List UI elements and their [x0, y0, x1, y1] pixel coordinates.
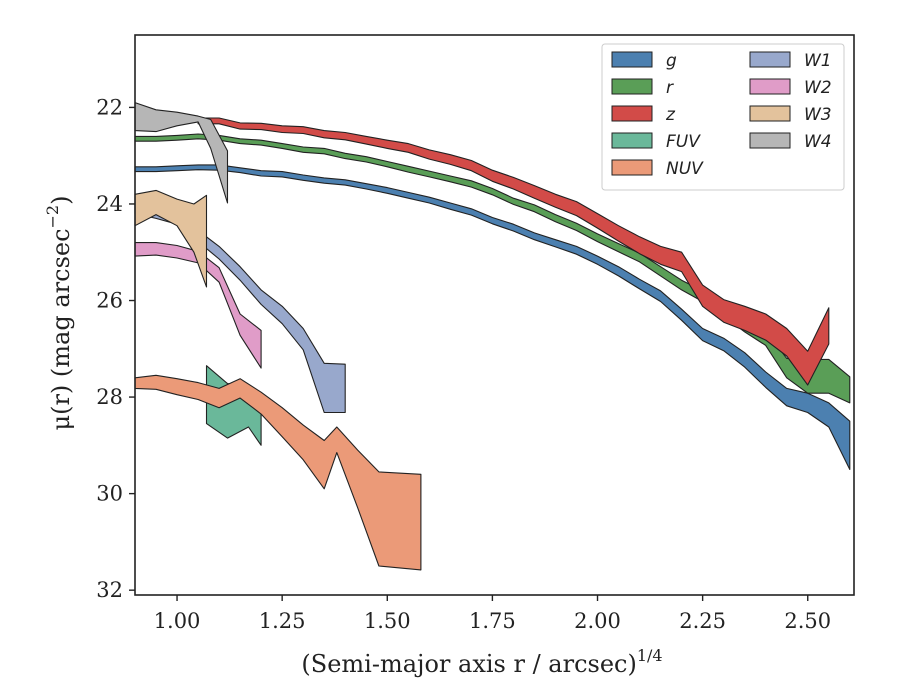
- legend-swatch: [611, 159, 653, 176]
- legend-item-w1: W1: [749, 51, 832, 71]
- band-w4: [134, 102, 229, 204]
- x-tick-label: 1.25: [259, 609, 306, 633]
- x-tick-label: 1.75: [469, 609, 516, 633]
- plot-frame: [134, 34, 855, 596]
- legend-swatch: [611, 78, 653, 95]
- y-tick-label: 24: [96, 192, 123, 216]
- legend-swatch: [749, 51, 791, 68]
- band-g: [134, 164, 851, 471]
- x-tick-label: 1.50: [364, 609, 411, 633]
- legend-label: g: [666, 51, 677, 71]
- x-tick-label: 1.00: [154, 609, 201, 633]
- band-w2: [134, 242, 262, 369]
- legend-item-nuv: NUV: [611, 159, 704, 179]
- legend-item-g: g: [611, 51, 677, 71]
- legend-label: z: [665, 105, 676, 125]
- legend-label: W1: [804, 51, 832, 71]
- legend-swatch: [749, 132, 791, 149]
- legend-label: r: [666, 78, 674, 98]
- legend-label: FUV: [666, 132, 701, 152]
- x-tick-label: 2.50: [784, 609, 831, 633]
- legend-item-r: r: [611, 78, 674, 98]
- profile-bands: [134, 102, 851, 571]
- band-nuv: [134, 374, 422, 571]
- x-axis-label-exponent: 1/4: [637, 646, 663, 665]
- legend-label: W2: [804, 78, 832, 98]
- x-tick-label: 2.25: [679, 609, 726, 633]
- band-z: [197, 117, 830, 386]
- legend-item-z: z: [611, 105, 676, 125]
- legend-item-w2: W2: [749, 78, 832, 98]
- legend-swatch: [611, 51, 653, 68]
- legend-item-w3: W3: [749, 105, 832, 125]
- y-axis-label-suffix: ): [47, 196, 75, 205]
- legend-items: grz FUV NUV W1 W2 W3 W4: [611, 51, 832, 179]
- x-axis-label: (Semi-major axis r / arcsec)1/4: [301, 646, 662, 678]
- y-tick-label: 22: [96, 95, 123, 119]
- y-tick-label: 26: [96, 289, 123, 313]
- y-tick-label: 32: [96, 578, 123, 602]
- legend-label: W3: [804, 105, 832, 125]
- legend-swatch: [749, 105, 791, 122]
- y-axis-ticks: 22 24 26 28 30 32: [96, 95, 135, 602]
- legend-item-w4: W4: [749, 132, 832, 152]
- legend-label: W4: [804, 132, 832, 152]
- y-axis-label-exponent: −2: [43, 205, 62, 229]
- y-tick-label: 28: [96, 385, 123, 409]
- legend-item-fuv: FUV: [611, 132, 701, 152]
- band-w3: [134, 189, 208, 288]
- legend-swatch: [749, 78, 791, 95]
- y-tick-label: 30: [96, 482, 123, 506]
- legend-swatch: [611, 132, 653, 149]
- band-r: [134, 133, 851, 404]
- y-axis-label: μ(r) (mag arcsec−2): [43, 196, 75, 431]
- legend-swatch: [611, 105, 653, 122]
- legend: grz FUV NUV W1 W2 W3 W4: [601, 43, 845, 191]
- x-tick-label: 2.00: [574, 609, 621, 633]
- x-axis-ticks: 1.00 1.25 1.50 1.75 2.00 2.25 2.50: [154, 595, 831, 633]
- legend-label: NUV: [666, 159, 704, 179]
